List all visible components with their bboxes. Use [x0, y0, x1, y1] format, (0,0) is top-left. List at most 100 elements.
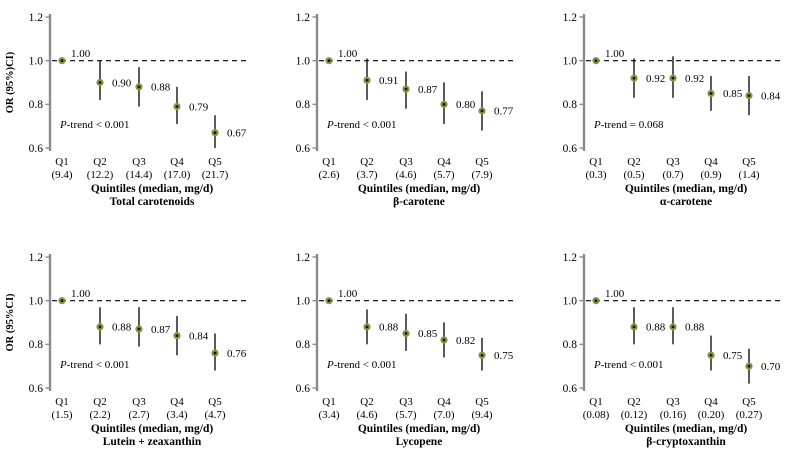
p-trend-label: P-trend < 0.001	[326, 119, 396, 131]
x-median-label: (12.2)	[87, 169, 114, 181]
data-point-center	[213, 351, 217, 355]
x-tick-label: Q3	[399, 156, 413, 168]
y-tick-label: 0.8	[563, 99, 578, 111]
data-point-center	[98, 325, 102, 329]
x-median-label: (5.7)	[433, 169, 454, 181]
x-median-label: (2.7)	[128, 409, 149, 421]
point-value-label: 0.70	[761, 361, 781, 373]
y-tick-label: 1.2	[563, 252, 578, 264]
data-point-center	[671, 76, 675, 80]
x-tick-label: Q5	[742, 156, 756, 168]
point-value-label: 0.88	[112, 322, 132, 334]
panel-lutein-zeaxanthin: 1.2 1.0 0.8 0.6 OR (95%CI) 1.00 0.88 0.87 0.84 0.…	[0, 226, 267, 452]
chart-alpha-carotene: 1.2 1.0 0.8 0.6 1.00 0.92 0.92 0.85 0.84 P-trend …	[563, 12, 784, 208]
point-value-label: 0.84	[761, 90, 781, 102]
x-median-label: (7.0)	[433, 409, 454, 421]
x-median-label: (0.5)	[623, 169, 644, 181]
point-value-label: 1.00	[338, 288, 358, 300]
data-point-center	[404, 87, 408, 91]
y-tick-label: 0.6	[29, 383, 44, 395]
point-value-label: 1.00	[71, 288, 91, 300]
y-tick-label: 1.0	[296, 55, 311, 67]
data-point-center	[480, 109, 484, 113]
data-point-center	[327, 59, 331, 63]
point-value-label: 0.85	[418, 328, 438, 340]
x-tick-label: Q1	[589, 396, 602, 408]
data-point-center	[747, 364, 751, 368]
y-tick-label: 0.6	[296, 383, 311, 395]
y-tick-label: 1.0	[29, 55, 44, 67]
figure-row-bottom: 1.2 1.0 0.8 0.6 OR (95%CI) 1.00 0.88 0.87 0.84 0.…	[0, 226, 802, 452]
x-median-label: (0.08)	[583, 409, 610, 421]
y-tick-label: 1.0	[563, 55, 578, 67]
point-value-label: 0.85	[723, 88, 743, 100]
x-tick-label: Q5	[475, 156, 489, 168]
data-point-center	[594, 59, 598, 63]
x-tick-label: Q4	[704, 396, 718, 408]
x-tick-label: Q2	[93, 396, 106, 408]
data-point-center	[632, 325, 636, 329]
x-tick-label: Q1	[55, 396, 68, 408]
data-point-center	[480, 353, 484, 357]
point-value-label: 0.87	[418, 84, 438, 96]
x-median-label: (2.6)	[318, 169, 339, 181]
x-tick-label: Q4	[170, 156, 184, 168]
y-tick-label: 1.0	[563, 295, 578, 307]
x-tick-label: Q1	[322, 396, 335, 408]
y-axis-label: OR (95%CI)	[5, 293, 16, 352]
point-value-label: 0.76	[227, 348, 247, 360]
x-tick-label: Q1	[322, 156, 335, 168]
y-tick-label: 0.6	[563, 143, 578, 155]
x-median-label: (9.4)	[471, 409, 492, 421]
x-tick-label: Q2	[360, 396, 373, 408]
chart-subtitle: β-carotene	[393, 196, 445, 208]
point-value-label: 0.87	[151, 324, 171, 336]
x-tick-label: Q3	[132, 156, 146, 168]
chart-beta-carotene: 1.2 1.0 0.8 0.6 1.00 0.91 0.87 0.80 0.77 P-trend …	[296, 12, 517, 208]
x-median-label: (3.4)	[318, 409, 339, 421]
point-value-label: 0.88	[685, 322, 705, 334]
point-value-label: 0.88	[379, 322, 399, 334]
y-tick-label: 1.2	[296, 12, 311, 24]
point-value-label: 0.79	[189, 101, 209, 113]
x-axis-title: Quintiles (median, mg/d)	[358, 183, 481, 195]
data-point-center	[442, 338, 446, 342]
x-tick-label: Q5	[742, 396, 756, 408]
panel-beta-carotene: 1.2 1.0 0.8 0.6 1.00 0.91 0.87 0.80 0.77 P-trend …	[267, 0, 534, 226]
point-value-label: 0.88	[151, 82, 171, 94]
chart-total-carotenoids: 1.2 1.0 0.8 0.6 OR (95%)CI) 1.00 0.90 0.88 0.79 0…	[5, 12, 250, 208]
x-median-label: (3.7)	[356, 169, 377, 181]
x-median-label: (9.4)	[51, 169, 72, 181]
point-value-label: 0.88	[646, 322, 666, 334]
x-tick-label: Q3	[666, 396, 680, 408]
x-median-label: (4.6)	[356, 409, 377, 421]
panel-lycopene: 1.2 1.0 0.8 0.6 1.00 0.88 0.85 0.82 0.75 P-trend …	[267, 226, 534, 452]
x-tick-label: Q3	[399, 396, 413, 408]
point-value-label: 0.82	[456, 335, 475, 347]
x-tick-label: Q3	[666, 156, 680, 168]
x-tick-label: Q4	[704, 156, 718, 168]
chart-subtitle: Lutein + zeaxanthin	[103, 436, 202, 448]
p-trend-label: P-trend = 0.068	[593, 119, 664, 131]
x-median-label: (0.12)	[621, 409, 648, 421]
x-tick-label: Q5	[208, 156, 222, 168]
y-axis-label: OR (95%)CI)	[5, 51, 16, 113]
point-value-label: 0.92	[685, 73, 704, 85]
point-value-label: 0.90	[112, 77, 132, 89]
y-tick-label: 1.2	[296, 252, 311, 264]
x-axis-title: Quintiles (median, mg/d)	[625, 183, 748, 195]
panel-total-carotenoids: 1.2 1.0 0.8 0.6 OR (95%)CI) 1.00 0.90 0.88 0.79 0…	[0, 0, 267, 226]
chart-beta-cryptoxanthin: 1.2 1.0 0.8 0.6 1.00 0.88 0.88 0.75 0.70 P-trend …	[563, 252, 784, 448]
x-tick-label: Q3	[132, 396, 146, 408]
y-tick-label: 0.8	[296, 339, 311, 351]
y-tick-label: 0.8	[29, 339, 44, 351]
point-value-label: 0.75	[723, 350, 743, 362]
data-point-center	[60, 59, 64, 63]
x-median-label: (17.0)	[164, 169, 191, 181]
data-point-center	[213, 131, 217, 135]
y-tick-label: 0.6	[296, 143, 311, 155]
x-tick-label: Q1	[589, 156, 602, 168]
chart-lutein-zeaxanthin: 1.2 1.0 0.8 0.6 OR (95%CI) 1.00 0.88 0.87 0.84 0.…	[5, 252, 250, 448]
point-value-label: 1.00	[71, 48, 91, 60]
data-point-center	[709, 353, 713, 357]
